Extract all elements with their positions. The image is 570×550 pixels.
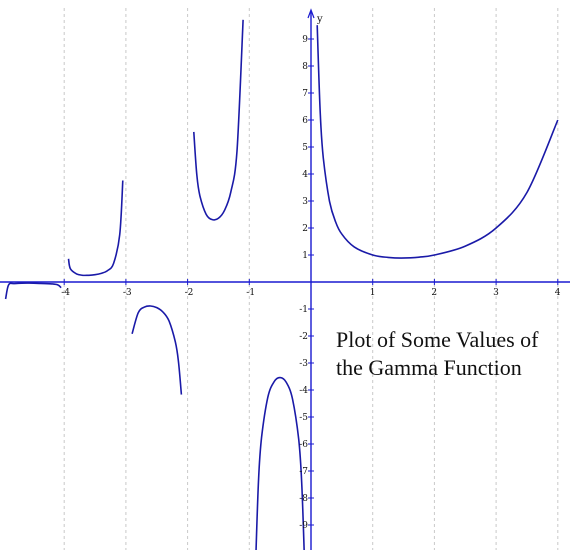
plot-annotation: Plot of Some Values of the Gamma Functio… bbox=[336, 327, 539, 380]
x-tick-label: -1 bbox=[246, 288, 255, 298]
y-tick-label: -5 bbox=[299, 413, 308, 423]
y-tick-label: 6 bbox=[302, 116, 308, 126]
x-tick-label: 4 bbox=[555, 288, 561, 298]
y-tick-label: -2 bbox=[299, 332, 308, 342]
y-tick-label: 5 bbox=[302, 143, 308, 153]
y-tick-label: 4 bbox=[302, 170, 308, 180]
y-tick-label: -6 bbox=[299, 440, 308, 450]
axes bbox=[0, 8, 570, 550]
gamma-curves bbox=[4, 19, 559, 550]
gamma-curve-branch-5 bbox=[67, 180, 124, 277]
y-tick-label: 7 bbox=[302, 89, 308, 99]
x-tick-label: 2 bbox=[431, 288, 437, 298]
gamma-curve-branch-3 bbox=[193, 19, 244, 221]
gamma-curve-branch-1 bbox=[316, 25, 559, 259]
gamma-curve-branch-4 bbox=[131, 305, 183, 395]
tick-labels: -4 -3 -2 -1 1 2 3 4 -9 -8 -7 -6 -5 -4 -3 -2 -1 1 2 3 4 5 6 7 8 9 bbox=[61, 35, 561, 531]
y-tick-label: 9 bbox=[302, 35, 308, 45]
y-tick-label: -1 bbox=[299, 305, 308, 315]
y-tick-label: 8 bbox=[302, 62, 308, 72]
y-tick-label: -9 bbox=[299, 521, 308, 531]
y-tick-label: -7 bbox=[299, 467, 308, 477]
y-tick-label: 1 bbox=[302, 251, 308, 261]
x-tick-label: -3 bbox=[123, 288, 132, 298]
gamma-curve-branch-2 bbox=[255, 376, 305, 550]
y-tick-label: -8 bbox=[299, 494, 308, 504]
y-axis-label: y bbox=[316, 14, 323, 25]
y-axis-arrow bbox=[307, 8, 315, 19]
y-tick-label: 3 bbox=[302, 197, 308, 207]
y-tick-label: -4 bbox=[299, 386, 308, 396]
x-tick-label: -2 bbox=[185, 288, 194, 298]
x-tick-label: -4 bbox=[61, 288, 70, 298]
gamma-curve-branch-6 bbox=[4, 282, 62, 300]
x-tick-label: 3 bbox=[493, 288, 499, 298]
y-tick-label: -3 bbox=[299, 359, 308, 369]
x-tick-label: 1 bbox=[370, 288, 376, 298]
y-tick-label: 2 bbox=[302, 224, 308, 234]
